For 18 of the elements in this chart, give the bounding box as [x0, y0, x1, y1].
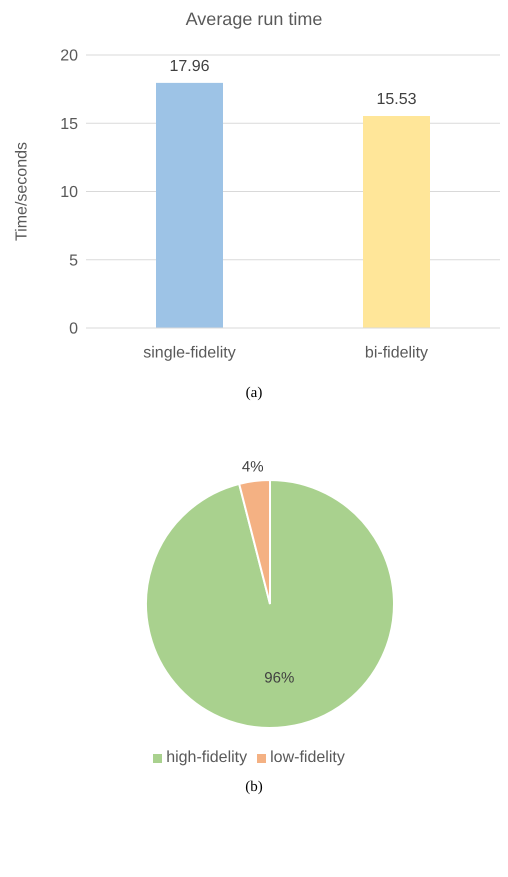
data-label: 96% [264, 669, 294, 686]
text: (a) [244, 385, 264, 402]
x-tick-label: single-fidelity [143, 344, 236, 362]
y-tick-label: 0 [69, 320, 78, 338]
y-tick-label: 20 [60, 48, 78, 65]
y-tick-label: 15 [60, 116, 78, 133]
y-axis-title: Time/seconds [14, 142, 31, 241]
y-tick-label: 10 [60, 184, 78, 202]
data-label: 4% [242, 458, 264, 476]
x-tick-label: bi-fidelity [364, 344, 428, 362]
pie-slice [145, 479, 395, 729]
legend-label: high-fidelity [166, 749, 248, 766]
chart-title: Average run time [184, 8, 324, 31]
data-label: 17.96 [169, 58, 210, 75]
data-label: 15.53 [376, 91, 417, 108]
y-tick-label: 5 [69, 252, 78, 270]
legend-label: low-fidelity [270, 749, 345, 766]
text: (b) [244, 779, 264, 796]
